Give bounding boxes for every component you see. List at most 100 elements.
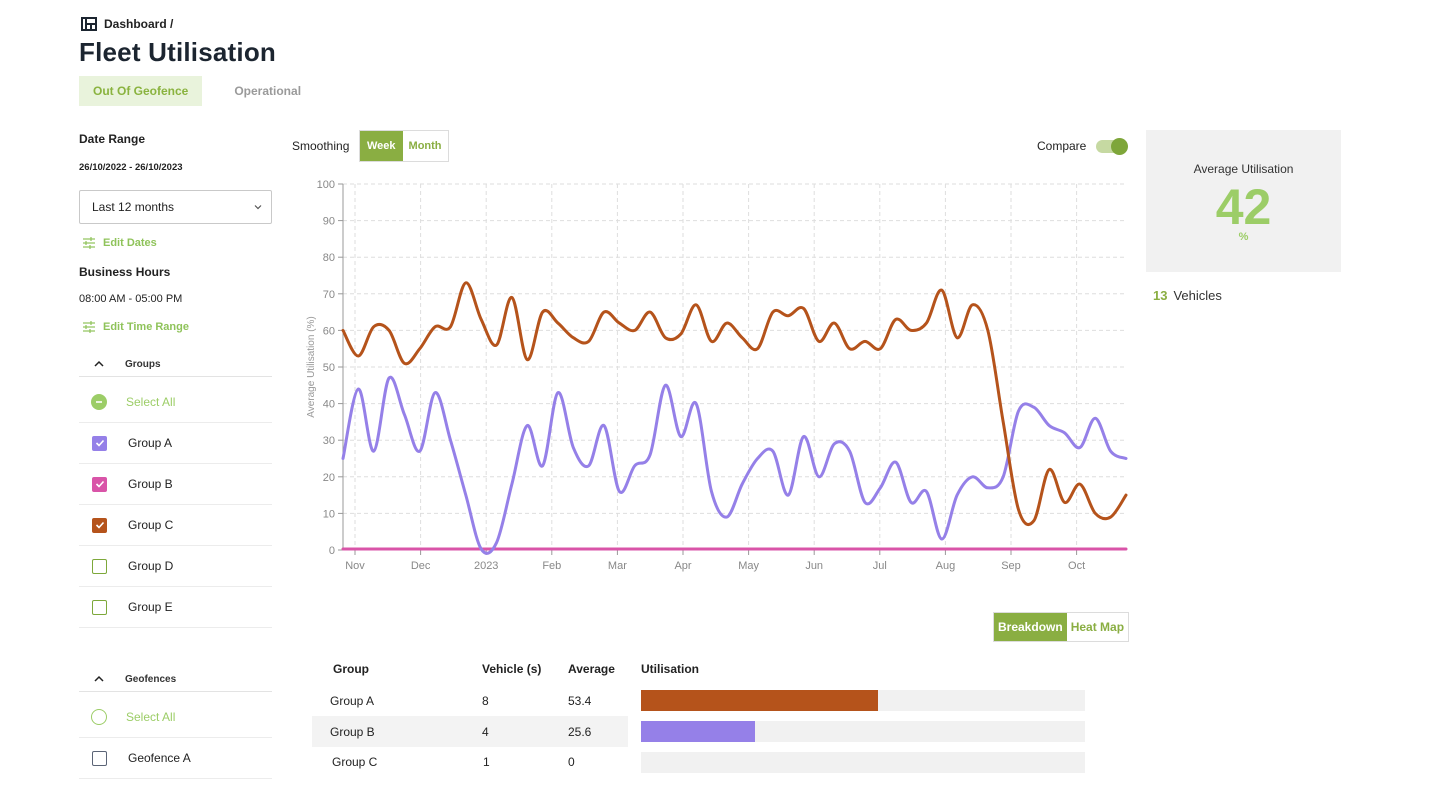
y-tick-label: 50	[323, 362, 335, 374]
column-header-group: Group	[333, 662, 369, 676]
breadcrumb[interactable]: Dashboard /	[81, 17, 173, 31]
checkbox-empty-icon[interactable]	[92, 599, 107, 615]
toggle-knob	[1111, 138, 1128, 155]
groups-section-header[interactable]: Groups	[79, 352, 272, 377]
row-average: 53.4	[568, 694, 592, 708]
x-tick-label: Jul	[873, 560, 887, 572]
sliders-icon	[83, 237, 95, 249]
vehicles-count: 13 Vehicles	[1153, 288, 1222, 303]
compare-toggle[interactable]	[1096, 138, 1128, 155]
groups-title: Groups	[125, 358, 161, 370]
series-line-group-a	[341, 375, 1128, 555]
group-row-a[interactable]: Group A	[79, 423, 272, 464]
geofence-label: Geofence A	[128, 751, 191, 765]
x-tick-label: Nov	[345, 560, 365, 572]
row-group: Group A	[330, 694, 375, 708]
checkbox-checked-icon[interactable]	[92, 517, 107, 533]
utilisation-bar	[641, 690, 879, 711]
stat-value: 42	[1215, 179, 1272, 235]
checkbox-checked-icon[interactable]	[92, 435, 107, 451]
x-tick-label: Dec	[411, 560, 431, 572]
column-header-average: Average	[568, 662, 615, 676]
business-hours-value: 08:00 AM - 05:00 PM	[79, 293, 183, 305]
geofences-title: Geofences	[125, 673, 177, 685]
circle-icon	[91, 709, 107, 725]
row-group: Group B	[330, 725, 375, 739]
period-select-value: Last 12 months	[92, 200, 175, 214]
group-label: Group E	[128, 600, 173, 614]
x-tick-label: Jun	[805, 560, 823, 572]
edit-time-range-link[interactable]: Edit Time Range	[83, 321, 189, 333]
business-hours-title: Business Hours	[79, 265, 171, 279]
x-tick-label: Sep	[1001, 560, 1021, 572]
x-tick-label: Apr	[674, 560, 691, 572]
x-tick-label: Feb	[542, 560, 561, 572]
chevron-down-icon	[254, 205, 262, 210]
geofence-row-a[interactable]: Geofence A	[79, 738, 272, 779]
vehicles-label: Vehicles	[1173, 288, 1222, 303]
checkbox-checked-icon[interactable]	[92, 476, 107, 492]
heat-map-button[interactable]: Heat Map	[1066, 613, 1129, 641]
geofences-select-all[interactable]: Select All	[79, 697, 272, 738]
tab-out-of-geofence[interactable]: Out Of Geofence	[79, 76, 203, 106]
chevron-up-icon	[94, 360, 104, 367]
table-row[interactable]: Group B 4 25.6	[312, 716, 628, 747]
y-tick-label: 70	[323, 289, 335, 301]
groups-select-all-label: Select All	[126, 395, 176, 409]
average-utilisation-card: Average Utilisation 42 %	[1146, 130, 1341, 272]
period-select[interactable]: Last 12 months	[79, 190, 272, 224]
stat-title: Average Utilisation	[1193, 162, 1294, 176]
table-row[interactable]: Group C 1 0	[312, 746, 628, 777]
checkbox-empty-icon[interactable]	[92, 750, 107, 766]
row-vehicles: 8	[482, 694, 489, 708]
y-tick-label: 40	[323, 399, 335, 411]
tab-operational[interactable]: Operational	[234, 84, 302, 98]
y-tick-label: 100	[317, 179, 335, 191]
utilisation-bar-track	[641, 752, 1085, 773]
minus-circle-icon	[91, 394, 107, 410]
y-axis-label: Average Utilisation (%)	[306, 316, 317, 418]
series-line-group-c	[341, 281, 1128, 527]
x-tick-label: Oct	[1068, 560, 1085, 572]
dashboard-icon	[81, 17, 97, 31]
row-average: 0	[568, 755, 575, 769]
group-row-c[interactable]: Group C	[79, 505, 272, 546]
y-tick-label: 90	[323, 216, 335, 228]
utilisation-bar-track	[641, 690, 1085, 711]
y-tick-label: 30	[323, 435, 335, 447]
smoothing-week-button[interactable]: Week	[360, 131, 403, 161]
date-range-title: Date Range	[79, 132, 146, 146]
x-tick-label: 2023	[474, 560, 498, 572]
utilisation-line-chart: 0 10 20 30 40 50 60 70 80 90 100 Nov Dec 2023 Feb Mar Ap…	[306, 179, 1128, 572]
smoothing-month-button[interactable]: Month	[402, 131, 448, 161]
y-tick-label: 60	[323, 325, 335, 337]
date-range-value: 26/10/2022 - 26/10/2023	[79, 162, 183, 173]
table-row[interactable]: Group A 8 53.4	[312, 685, 628, 716]
sliders-icon	[83, 321, 95, 333]
tab-bar: Out Of Geofence Operational	[79, 76, 315, 106]
row-vehicles: 1	[483, 755, 490, 769]
geofences-section-header[interactable]: Geofences	[79, 667, 272, 692]
stat-unit: %	[1238, 231, 1249, 243]
breakdown-button[interactable]: Breakdown	[994, 613, 1067, 641]
x-tick-label: Mar	[608, 560, 627, 572]
group-row-e[interactable]: Group E	[79, 587, 272, 628]
row-group: Group C	[332, 755, 378, 769]
checkbox-empty-icon[interactable]	[92, 558, 107, 574]
edit-dates-link[interactable]: Edit Dates	[83, 237, 157, 249]
breadcrumb-text[interactable]: Dashboard /	[104, 17, 174, 31]
y-tick-label: 20	[323, 472, 335, 484]
edit-dates-label: Edit Dates	[103, 237, 157, 249]
x-tick-label: May	[738, 560, 759, 572]
vehicles-number: 13	[1153, 288, 1168, 303]
geofences-select-all-label: Select All	[126, 710, 176, 724]
groups-select-all[interactable]: Select All	[79, 382, 272, 423]
group-row-d[interactable]: Group D	[79, 546, 272, 587]
y-tick-label: 10	[323, 508, 335, 520]
smoothing-label: Smoothing	[292, 139, 350, 153]
group-row-b[interactable]: Group B	[79, 464, 272, 505]
column-header-utilisation: Utilisation	[641, 662, 700, 676]
column-header-vehicles: Vehicle (s)	[482, 662, 542, 676]
utilisation-bar-track	[641, 721, 1085, 742]
utilisation-bar	[641, 721, 755, 742]
